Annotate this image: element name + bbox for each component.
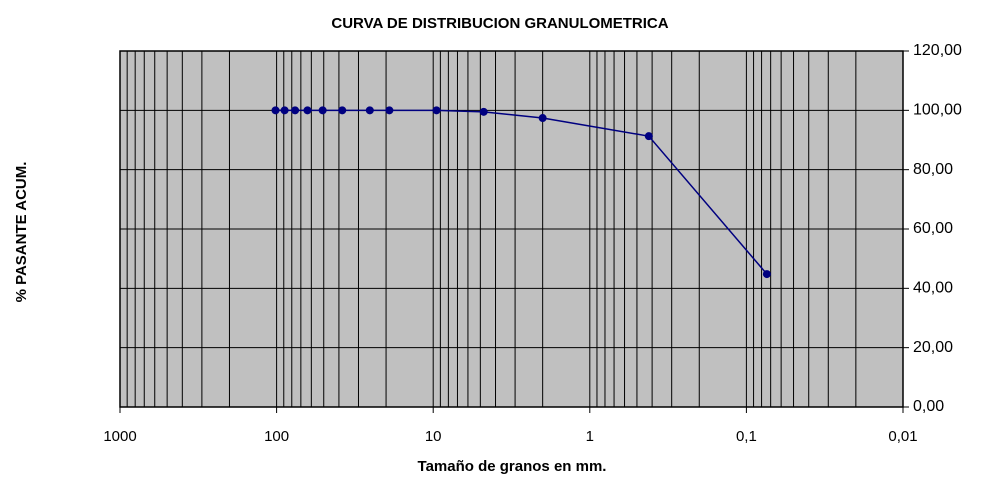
x-tick-label: 1 [586, 428, 594, 445]
x-tick-label: 0,1 [736, 428, 757, 445]
x-tick-label: 0,01 [888, 428, 917, 445]
data-point [271, 106, 280, 115]
data-point [318, 106, 327, 115]
x-axis-label: Tamaño de granos en mm. [418, 458, 607, 475]
data-point [338, 106, 347, 115]
y-tick-label: 60,00 [913, 220, 953, 237]
x-tick-label: 10 [425, 428, 442, 445]
x-tick-label: 1000 [103, 428, 136, 445]
chart-title: CURVA DE DISTRIBUCION GRANULOMETRICA [331, 15, 668, 32]
data-point [303, 106, 312, 115]
y-tick-label: 20,00 [913, 339, 953, 356]
data-point [385, 106, 394, 115]
data-point [644, 132, 653, 141]
y-tick-label: 120,00 [913, 42, 962, 59]
y-axis-label: % PASANTE ACUM. [13, 162, 30, 303]
data-point [365, 106, 374, 115]
y-tick-label: 80,00 [913, 161, 953, 178]
data-point [479, 107, 488, 116]
data-point [432, 106, 441, 115]
data-point [280, 106, 289, 115]
plot-border [119, 50, 904, 408]
data-point [762, 270, 771, 279]
y-tick-label: 0,00 [913, 398, 944, 415]
y-tick-label: 100,00 [913, 102, 962, 119]
y-tick-label: 40,00 [913, 280, 953, 297]
x-tick-label: 100 [264, 428, 289, 445]
data-point [291, 106, 300, 115]
data-point [538, 114, 547, 123]
